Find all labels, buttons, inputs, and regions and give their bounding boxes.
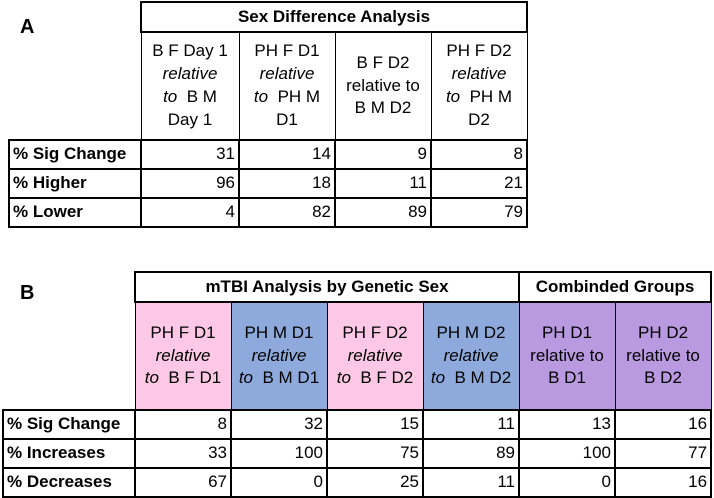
row-label: % Higher [8,168,142,199]
column-header: PH D1 relative to B D1 [518,301,616,411]
cell-value: 15 [326,409,424,440]
cell-value: 18 [238,168,336,199]
row-label: % Sig Change [2,409,136,440]
cell-value: 0 [518,467,617,498]
cell-value: 31 [140,139,240,170]
row-label: % Decreases [2,467,136,498]
column-header: PH F D2 relative to B F D2 [326,301,424,411]
cell-value: 11 [334,168,432,199]
cell-value: 9 [334,139,432,170]
header-blank [3,302,135,410]
combined-groups-title: Combinded Groups [518,271,713,303]
table-row: % Higher 96 18 11 21 [8,168,529,199]
cell-value: 33 [134,438,232,469]
cell-value: 4 [140,197,240,228]
column-header: PH F D2 relative to PH M D2 [430,31,528,141]
cell-value: 100 [230,438,328,469]
cell-value: 25 [326,467,424,498]
cell-value: 32 [230,409,328,440]
column-header: PH M D1 relative to B M D1 [230,301,328,411]
panel-a-letter: A [20,16,35,38]
table-row: % Sig Change 8 32 15 11 13 16 [2,409,713,440]
row-label: % Lower [8,197,142,228]
cell-value: 0 [230,467,328,498]
row-label: % Sig Change [8,139,142,170]
column-header: PH F D1 relative to B F D1 [134,301,232,411]
table-row: % Decreases 67 0 25 11 0 16 [2,467,713,498]
cell-value: 11 [421,467,521,498]
corner-blank [3,272,135,302]
table-row: % Lower 4 82 89 79 [8,197,529,228]
column-header: PH F D1 relative to PH M D1 [238,31,336,141]
corner-blank [9,2,141,32]
header-blank [9,32,141,140]
cell-value: 79 [429,197,529,228]
cell-value: 89 [334,197,432,228]
cell-value: 8 [429,139,529,170]
cell-value: 13 [518,409,617,440]
column-header: PH M D2 relative to B M D2 [422,301,520,411]
cell-value: 14 [238,139,336,170]
sex-difference-table: Sex Difference Analysis B F Day 1 relati… [8,1,529,228]
mtbi-analysis-title: mTBI Analysis by Genetic Sex [133,271,521,303]
cell-value: 77 [614,438,713,469]
cell-value: 100 [518,438,617,469]
table-row: % Increases 33 100 75 89 100 77 [2,438,713,469]
column-header: B F Day 1 relative to B M Day 1 [140,31,240,141]
cell-value: 89 [421,438,521,469]
cell-value: 67 [134,467,232,498]
cell-value: 16 [614,409,713,440]
cell-value: 82 [238,197,336,228]
cell-value: 96 [140,168,240,199]
cell-value: 21 [429,168,529,199]
column-header: PH D2 relative to B D2 [614,301,712,411]
cell-value: 11 [421,409,521,440]
cell-value: 75 [326,438,424,469]
mtbi-analysis-table: mTBI Analysis by Genetic Sex Combinded G… [2,271,713,498]
panel-b-letter: B [20,282,35,304]
cell-value: 16 [614,467,713,498]
cell-value: 8 [134,409,232,440]
sex-difference-title: Sex Difference Analysis [139,1,529,33]
row-label: % Increases [2,438,136,469]
column-header: B F D2 relative to B M D2 [334,31,432,141]
table-row: % Sig Change 31 14 9 8 [8,139,529,170]
